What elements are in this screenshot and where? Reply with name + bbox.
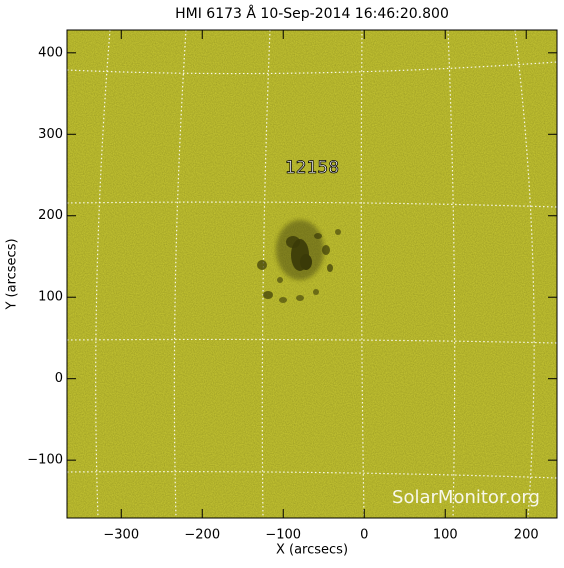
x-axis-label: X (arcsecs): [276, 543, 348, 558]
x-tick-label: 0: [360, 528, 368, 543]
y-axis-label: Y (arcsecs): [5, 238, 20, 310]
watermark: SolarMonitor.org: [392, 487, 540, 508]
heliographic-grid: [67, 30, 557, 518]
x-tick-label: 200: [514, 528, 539, 543]
x-tick-label: 100: [433, 528, 458, 543]
y-tick-label: −100: [27, 453, 63, 468]
y-tick-label: 100: [38, 290, 63, 305]
plot-area: 12158 SolarMonitor.org: [67, 30, 557, 518]
sunspot-group: [257, 220, 341, 303]
y-tick-label: 0: [55, 371, 63, 386]
x-tick-label: −100: [265, 528, 301, 543]
y-tick-label: 200: [38, 208, 63, 223]
x-tick-label: −200: [184, 528, 220, 543]
chart-title: HMI 6173 Å 10-Sep-2014 16:46:20.800: [175, 5, 449, 22]
y-tick-label: 400: [38, 45, 63, 60]
y-tick-label: 300: [38, 127, 63, 142]
region-label: 12158: [285, 158, 339, 178]
plot-frame: [66, 29, 558, 519]
x-tick-label: −300: [103, 528, 139, 543]
